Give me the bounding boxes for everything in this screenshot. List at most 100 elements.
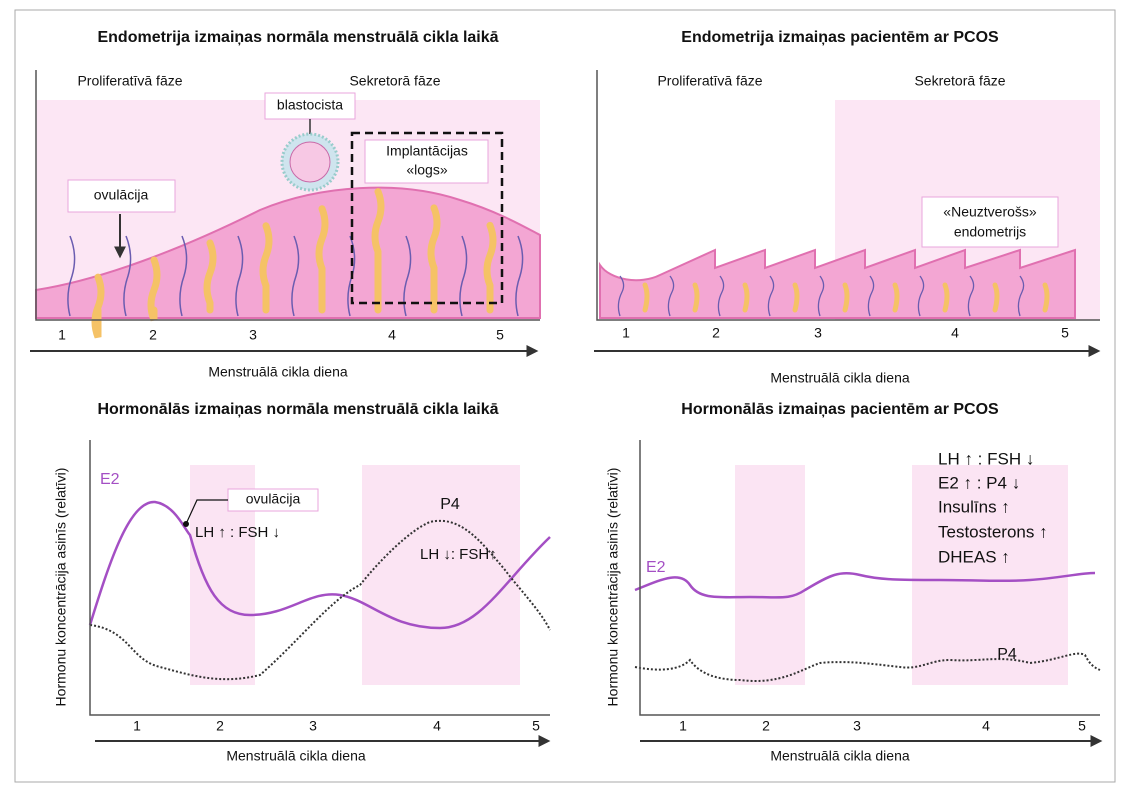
- ovulation-point: [183, 521, 189, 527]
- series-label: P4: [440, 496, 460, 513]
- gland: [942, 282, 950, 313]
- vessel: [867, 275, 875, 317]
- pointer: [185, 499, 228, 525]
- panel-pcos-hormones: Hormonālās izmaiņas pacientēm ar PCOS Ho…: [605, 401, 1103, 764]
- axis: [89, 440, 550, 716]
- series-label: E2: [646, 559, 666, 576]
- x-tick-label: 3: [249, 327, 257, 343]
- label-box: [264, 92, 356, 120]
- vessel: [179, 235, 188, 317]
- gland: [315, 205, 329, 314]
- x-tick-label: 1: [133, 718, 141, 734]
- hormone-change: DHEAS ↑: [938, 547, 1010, 566]
- x-axis-label: Menstruālā cikla diena: [226, 748, 366, 764]
- annotation: LH ↓: FSH↑: [420, 546, 497, 563]
- e2-curve: [88, 500, 551, 630]
- panel-pcos-endometrium: Endometrija izmaiņas pacientēm ar PCOS P…: [594, 29, 1101, 386]
- x-tick-label: 5: [496, 327, 504, 343]
- x-tick-label: 4: [388, 327, 396, 343]
- label-box: [67, 179, 176, 213]
- label-box: [921, 196, 1059, 248]
- phase-band: [735, 465, 805, 685]
- x-tick-label: 3: [309, 718, 317, 734]
- x-tick-label: 1: [58, 327, 66, 343]
- gland: [642, 282, 650, 313]
- gland: [147, 256, 161, 322]
- gland: [1042, 282, 1050, 313]
- vessel: [235, 235, 244, 317]
- gland: [203, 239, 217, 314]
- phase-label: Proliferatīvā fāze: [77, 73, 182, 89]
- vessel: [515, 235, 524, 317]
- axis: [596, 70, 1100, 321]
- x-tick-label: 2: [149, 327, 157, 343]
- phase-band: [912, 465, 1068, 685]
- phase-label: Proliferatīvā fāze: [657, 73, 762, 89]
- panel-title: Endometrija izmaiņas pacientēm ar PCOS: [681, 29, 999, 46]
- series-label: E2: [100, 471, 120, 488]
- phase-band: [362, 465, 520, 685]
- vessel: [667, 275, 675, 317]
- window-label: «logs»: [406, 162, 447, 178]
- gland: [483, 221, 497, 314]
- gland: [792, 282, 800, 313]
- endometrium: [35, 186, 541, 319]
- x-tick-label: 2: [216, 718, 224, 734]
- axis: [639, 440, 1100, 716]
- x-tick-label: 5: [1078, 718, 1086, 734]
- x-tick-label: 1: [679, 718, 687, 734]
- series-label: P4: [997, 646, 1017, 663]
- vessel: [917, 275, 925, 317]
- panel-normal-endometrium: Endometrija izmaiņas normāla menstruālā …: [30, 29, 541, 380]
- vessel: [403, 235, 412, 317]
- p4-curve: [634, 652, 1101, 682]
- x-axis-label: Menstruālā cikla diena: [770, 370, 910, 386]
- note-label: endometrijs: [954, 224, 1026, 240]
- x-axis-label: Menstruālā cikla diena: [770, 748, 910, 764]
- x-tick-label: 2: [712, 325, 720, 341]
- gland: [91, 273, 105, 339]
- window-label: Implantācijas: [386, 143, 468, 159]
- implantation-window: [350, 131, 504, 305]
- phase-label: Sekretorā fāze: [349, 73, 440, 89]
- x-tick-label: 4: [982, 718, 990, 734]
- x-tick-label: 4: [433, 718, 441, 734]
- vessel: [717, 275, 725, 317]
- annotation: LH ↑ : FSH ↓: [195, 524, 280, 541]
- hormone-change: Testosterons ↑: [938, 522, 1048, 541]
- vessel: [1017, 275, 1025, 317]
- y-axis-label: Hormonu koncentrācija asinīs (relatīvi): [53, 468, 69, 707]
- vessel: [817, 275, 825, 317]
- blastocyst-label: blastocista: [277, 97, 343, 113]
- gland: [259, 222, 273, 314]
- gland: [371, 188, 385, 314]
- vessel: [291, 235, 300, 317]
- x-axis-label: Menstruālā cikla diena: [208, 364, 348, 380]
- x-tick-label: 1: [622, 325, 630, 341]
- panel-title: Hormonālās izmaiņas normāla menstruālā c…: [97, 401, 498, 418]
- x-tick-label: 5: [1061, 325, 1069, 341]
- vessel: [67, 235, 76, 317]
- x-tick-label: 2: [762, 718, 770, 734]
- vessel: [967, 275, 975, 317]
- note-label: «Neuztverošs»: [943, 204, 1037, 220]
- label-box: [364, 139, 489, 184]
- panel-normal-hormones: Hormonālās izmaiņas normāla menstruālā c…: [53, 401, 551, 764]
- vessel: [123, 235, 132, 317]
- x-tick-label: 3: [814, 325, 822, 341]
- gland: [842, 282, 850, 313]
- phase-label: Sekretorā fāze: [914, 73, 1005, 89]
- x-tick-label: 3: [853, 718, 861, 734]
- glands: [67, 188, 524, 339]
- panel-title: Hormonālās izmaiņas pacientēm ar PCOS: [681, 401, 999, 418]
- x-tick-label: 5: [532, 718, 540, 734]
- gland: [692, 282, 700, 313]
- glands: [617, 275, 1050, 317]
- gland: [892, 282, 900, 313]
- vessel: [767, 275, 775, 317]
- ovulation-label: ovulācija: [246, 491, 301, 507]
- gland: [742, 282, 750, 313]
- hormone-change: LH ↑ : FSH ↓: [938, 449, 1034, 468]
- gland: [992, 282, 1000, 313]
